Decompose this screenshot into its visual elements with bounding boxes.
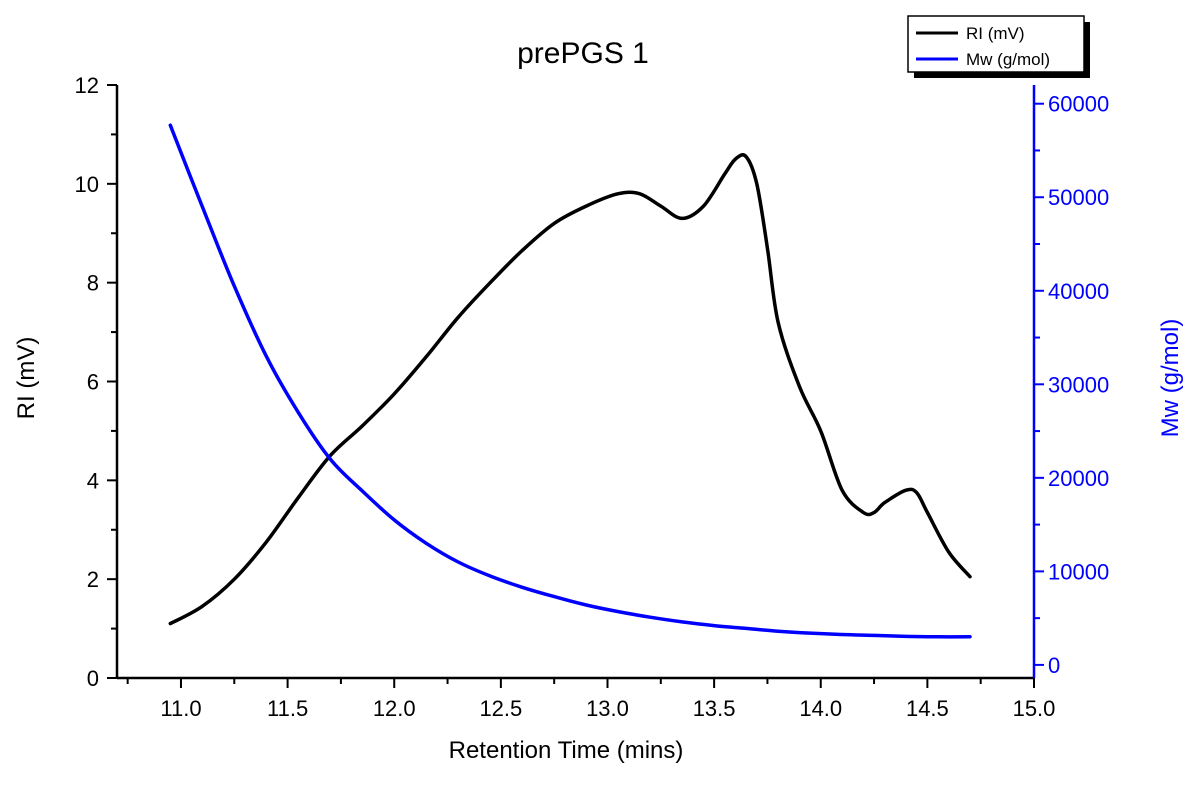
x-tick-label: 12.0 <box>373 696 416 721</box>
y-tick-label: 0 <box>87 666 99 691</box>
y2-tick-label: 60000 <box>1048 92 1109 117</box>
y2-tick-label: 10000 <box>1048 559 1109 584</box>
y-tick-label: 6 <box>87 370 99 395</box>
y2-tick-label: 20000 <box>1048 466 1109 491</box>
y-tick-label: 2 <box>87 567 99 592</box>
series-line-mw <box>168 123 972 639</box>
y2-axis-title: Mw (g/mol) <box>1157 319 1184 438</box>
chart-title: prePGS 1 <box>517 37 649 70</box>
legend-label-mw: Mw (g/mol) <box>966 50 1050 69</box>
y-tick-label: 12 <box>75 73 99 98</box>
legend-label-ri: RI (mV) <box>966 24 1025 43</box>
x-tick-label: 14.5 <box>906 696 949 721</box>
x-tick-label: 11.5 <box>267 696 308 721</box>
y2-tick-label: 30000 <box>1048 372 1109 397</box>
y-tick-label: 4 <box>87 468 99 493</box>
legend: RI (mV) Mw (g/mol) <box>907 15 1090 78</box>
plot-area <box>168 123 972 639</box>
series-line-ri <box>168 153 972 626</box>
x-tick-label: 14.0 <box>799 696 842 721</box>
y2-tick-label: 40000 <box>1048 279 1109 304</box>
x-tick-label: 12.5 <box>479 696 522 721</box>
x-tick-label: 11.0 <box>160 696 201 721</box>
legend-box <box>907 15 1085 73</box>
x-tick-label: 13.0 <box>586 696 629 721</box>
x-tick-label: 15.0 <box>1013 696 1056 721</box>
y-axis-title: RI (mV) <box>13 337 40 420</box>
axes: 11.0 11.5 12.0 12.5 13.0 13.5 14.0 14.5 15.0 0 2 4 6… <box>75 73 1110 721</box>
y-tick-label: 10 <box>75 172 99 197</box>
y2-tick-label: 50000 <box>1048 185 1109 210</box>
y-tick-label: 8 <box>87 271 99 296</box>
x-tick-label: 13.5 <box>693 696 736 721</box>
x-axis-title: Retention Time (mins) <box>449 737 684 764</box>
y2-tick-label: 0 <box>1048 653 1060 678</box>
